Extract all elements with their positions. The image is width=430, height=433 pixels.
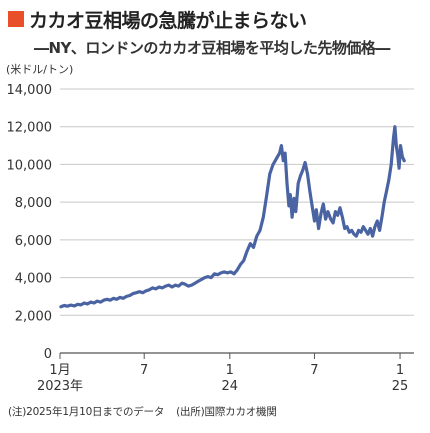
chart-title: カカオ豆相場の急騰が止まらない <box>8 6 307 32</box>
title-marker-rect <box>8 11 24 27</box>
x-tick-label: 1 <box>396 363 404 378</box>
y-tick-label: 4,000 <box>15 272 52 287</box>
y-axis-tick-labels: 0 2,000 4,000 6,000 8,000 10,000 12,000 14,000 <box>7 83 53 362</box>
series-line-cocoa-price <box>59 125 406 309</box>
y-tick-label: 8,000 <box>15 196 52 211</box>
y-axis-unit-label: (米ドル/トン) <box>6 63 73 76</box>
grid-lines <box>60 88 414 354</box>
x-tick-sublabel: 25 <box>392 379 409 394</box>
y-tick-label: 10,000 <box>7 158 53 173</box>
y-tick-label: 14,000 <box>7 83 53 98</box>
x-tick-label: 1 <box>226 363 234 378</box>
y-tick-label: 6,000 <box>15 234 52 249</box>
chart-area: (米ドル/トン) 0 2,000 4,000 6,000 8,000 10,000 12,0… <box>0 60 430 396</box>
line-chart: (米ドル/トン) 0 2,000 4,000 6,000 8,000 10,000 12,0… <box>6 63 414 394</box>
x-tick-sublabel: 2023年 <box>37 379 83 394</box>
x-tick-label: 1月 <box>49 363 70 378</box>
chart-title-text: カカオ豆相場の急騰が止まらない <box>29 9 307 32</box>
x-tick-label: 7 <box>310 363 318 378</box>
series-layer <box>59 125 406 309</box>
title-marker-square <box>8 11 24 27</box>
x-tick-sublabel: 24 <box>222 379 239 394</box>
y-tick-label: 0 <box>44 347 52 362</box>
note-text: (注)2025年1月10日までのデータ <box>8 406 165 418</box>
y-tick-label: 2,000 <box>15 309 52 324</box>
chart-subtitle: ―NY、ロンドンのカカオ豆相場を平均した先物価格― <box>34 39 390 57</box>
y-tick-label: 12,000 <box>7 121 53 136</box>
source-text: (出所)国際カカオ機関 <box>176 406 277 418</box>
footnote: (注)2025年1月10日までのデータ (出所)国際カカオ機関 <box>8 404 277 419</box>
x-tick-label: 7 <box>140 363 148 378</box>
